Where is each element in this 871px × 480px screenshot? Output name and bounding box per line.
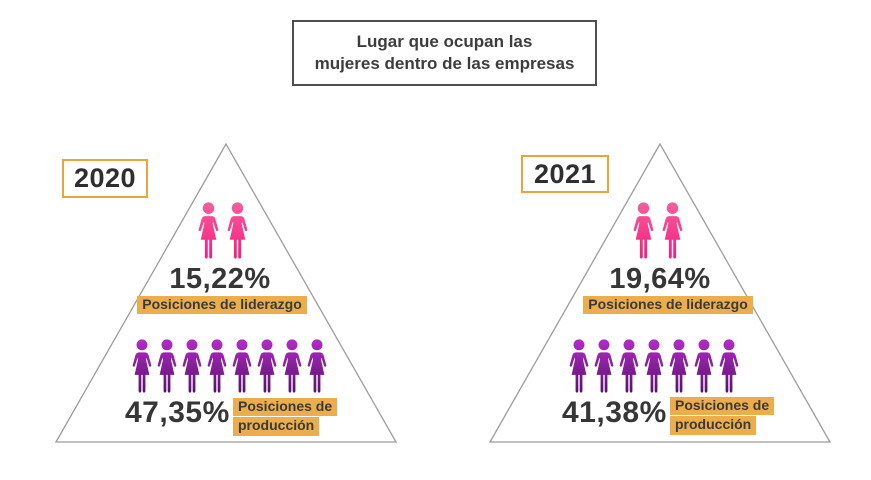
leadership-value-2020: 15,22% <box>169 263 271 295</box>
production-label-line2-2020: producción <box>233 417 320 436</box>
woman-icon <box>594 339 614 393</box>
woman-icon <box>198 202 219 259</box>
production-value-2020: 47,35% <box>125 396 230 429</box>
leadership-label-wrap-2020: Posiciones de liderazgo <box>112 296 332 315</box>
production-label-line1-2021: Posiciones de <box>670 397 775 416</box>
year-badge-2021: 2021 <box>521 155 609 193</box>
woman-icon <box>282 339 302 393</box>
leadership-label-2020: Posiciones de liderazgo <box>137 296 307 315</box>
leadership-icons-2020 <box>197 202 249 261</box>
woman-icon <box>694 339 714 393</box>
woman-icon <box>633 202 654 259</box>
leadership-label-wrap-2021: Posiciones de liderazgo <box>558 296 778 315</box>
production-label-line2-2021: producción <box>670 416 757 435</box>
woman-icon <box>569 339 589 393</box>
woman-icon <box>669 339 689 393</box>
woman-icon <box>307 339 327 393</box>
woman-icon <box>207 339 227 393</box>
woman-icon <box>619 339 639 393</box>
title-line-2: mujeres dentro de las empresas <box>314 54 575 73</box>
woman-icon <box>132 339 152 393</box>
woman-icon <box>227 202 248 259</box>
woman-icon <box>157 339 177 393</box>
leadership-value-2021: 19,64% <box>609 263 711 295</box>
leadership-label-2021: Posiciones de liderazgo <box>583 296 753 315</box>
production-label-2020: Posiciones de producción <box>233 398 338 436</box>
year-badge-2020: 2020 <box>62 159 148 198</box>
woman-icon <box>182 339 202 393</box>
production-label-line1-2020: Posiciones de <box>233 398 338 417</box>
woman-icon <box>257 339 277 393</box>
woman-icon <box>662 202 683 259</box>
woman-icon <box>232 339 252 393</box>
title-line-1: Lugar que ocupan las <box>356 32 533 52</box>
production-icons-2020 <box>131 339 328 395</box>
production-icons-2021 <box>568 339 740 395</box>
leadership-icons-2021 <box>632 202 684 261</box>
production-value-2021: 41,38% <box>562 396 667 429</box>
woman-icon <box>644 339 664 393</box>
production-label-2021: Posiciones de producción <box>670 397 775 435</box>
woman-icon <box>719 339 739 393</box>
title-box: Lugar que ocupan las mujeres dentro de l… <box>292 20 597 86</box>
